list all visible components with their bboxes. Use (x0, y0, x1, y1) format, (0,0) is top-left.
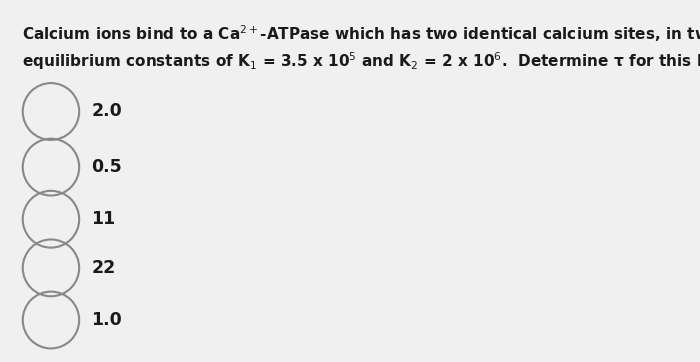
Text: 1.0: 1.0 (91, 311, 122, 329)
Text: 2.0: 2.0 (91, 102, 122, 121)
Text: equilibrium constants of K$_1$ = 3.5 x 10$^5$ and K$_2$ = 2 x 10$^6$.  Determine: equilibrium constants of K$_1$ = 3.5 x 1… (22, 51, 700, 72)
Text: 0.5: 0.5 (91, 158, 122, 176)
Text: 11: 11 (91, 210, 116, 228)
Text: Calcium ions bind to a Ca$^{2+}$-ATPase which has two identical calcium sites, i: Calcium ions bind to a Ca$^{2+}$-ATPase … (22, 23, 700, 45)
Text: 22: 22 (91, 259, 116, 277)
